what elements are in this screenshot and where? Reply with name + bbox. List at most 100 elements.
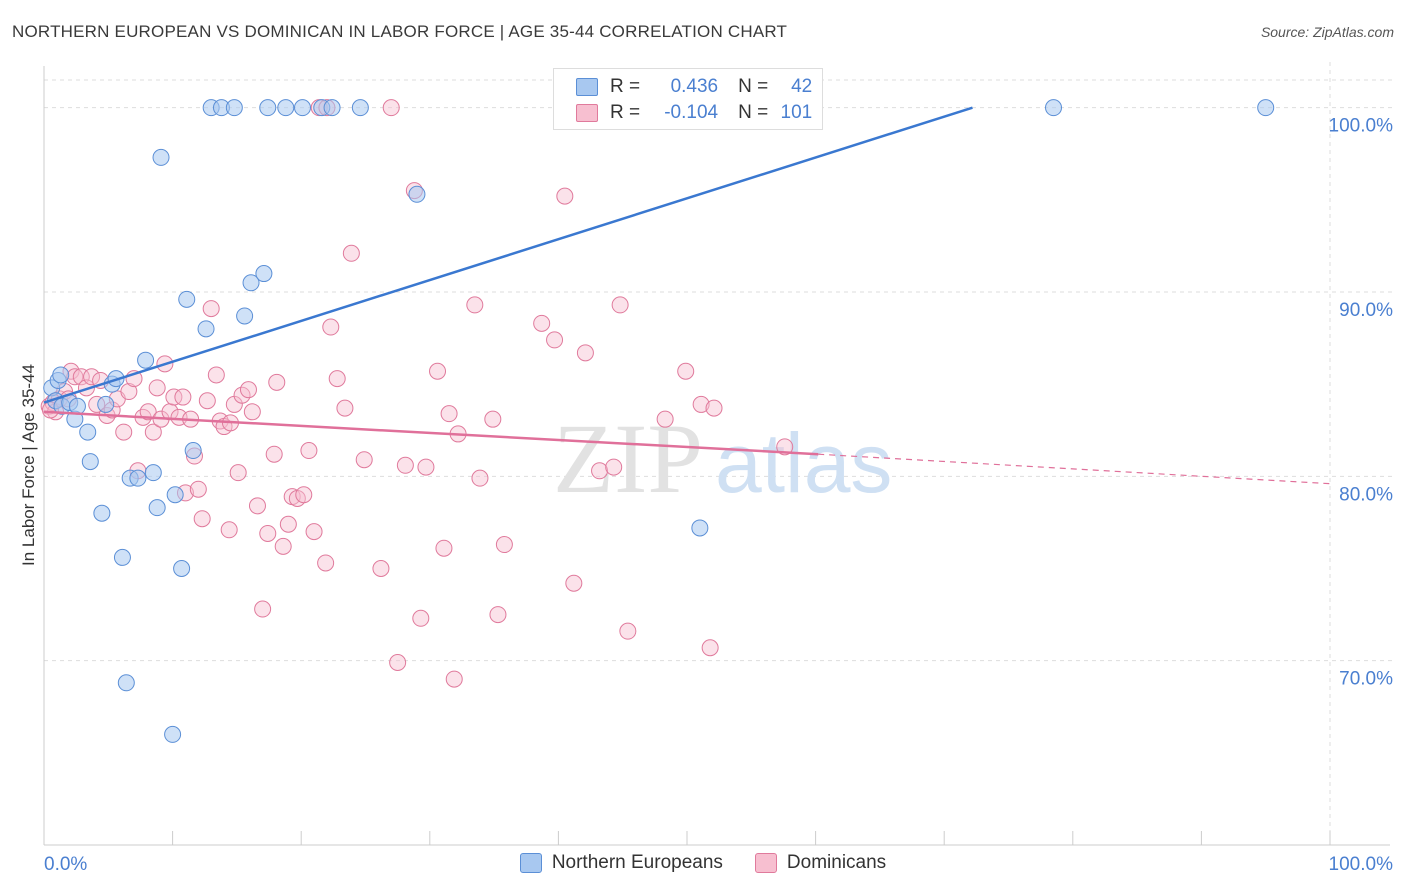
dominicans-point (619, 622, 637, 640)
dominicans-point (445, 670, 463, 688)
northern-europeans-trend-line (43, 106, 973, 404)
northern-europeans-point (691, 519, 709, 537)
series-legend-northern-europeans[interactable]: Northern Europeans (519, 852, 723, 874)
dominicans-point (576, 344, 594, 362)
dominicans-point (489, 606, 507, 624)
watermark-zip: ZIP (553, 403, 703, 514)
northern-europeans-point (81, 453, 99, 471)
dominicans-point (295, 486, 313, 504)
northern-europeans-point (166, 486, 184, 504)
dominicans-point (372, 559, 390, 577)
dominicans-point (471, 469, 489, 487)
legend-n-value: 101 (780, 102, 813, 123)
dominicans-point (692, 395, 710, 413)
northern-europeans-point (144, 464, 162, 482)
series-legend-dominicans[interactable]: Dominicans (754, 852, 887, 874)
dominicans-point (279, 515, 297, 533)
series-legend-label: Dominicans (786, 852, 887, 873)
northern-europeans-point (1045, 99, 1063, 117)
dominicans-point (417, 458, 435, 476)
northern-europeans-point (408, 185, 426, 203)
northern-europeans-point (113, 548, 131, 566)
dominicans-point (139, 403, 157, 421)
legend-swatch-pink (576, 104, 598, 122)
dominicans-point (207, 366, 225, 384)
dominicans-point (259, 524, 277, 542)
dominicans-point (120, 383, 138, 401)
dominicans-point (305, 523, 323, 541)
y-tick-label: 80.0% (1339, 484, 1393, 505)
dominicans-point (440, 405, 458, 423)
dominicans-point (239, 381, 257, 399)
northern-europeans-point (293, 99, 311, 117)
northern-europeans-point (255, 265, 273, 283)
dominicans-point (322, 318, 340, 336)
dominicans-point (611, 296, 629, 314)
dominicans-point (429, 362, 447, 380)
dominicans-point (396, 456, 414, 474)
northern-europeans-point (129, 469, 147, 487)
dominicans-point (274, 537, 292, 555)
dominicans-point (193, 510, 211, 528)
y-tick-label: 100.0% (1329, 116, 1394, 137)
dominicans-point (466, 296, 484, 314)
dominicans-point (189, 480, 207, 498)
dominicans-point (656, 410, 674, 428)
legend-n-value: 42 (791, 76, 813, 97)
northern-europeans-point (117, 674, 135, 692)
y-tick-label: 90.0% (1339, 300, 1393, 321)
dominicans-point (220, 521, 238, 539)
dominicans-point (776, 438, 794, 456)
axes (43, 66, 1390, 846)
x-tick-label-min: 0.0% (44, 854, 87, 875)
dominicans-point (317, 554, 335, 572)
northern-europeans-point (68, 397, 86, 415)
northern-europeans-point (52, 366, 70, 384)
source-label: Source: ZipAtlas.com (1260, 24, 1394, 40)
dominicans-point (355, 451, 373, 469)
dominicans-point (300, 442, 318, 460)
dominicans-point (591, 462, 609, 480)
trend-lines (43, 106, 1331, 485)
dominicans-point (198, 392, 216, 410)
dominicans-point (701, 639, 719, 657)
northern-europeans-point (152, 148, 170, 166)
northern-europeans-point (137, 351, 155, 369)
dominicans-point (342, 244, 360, 262)
dominicans-point (556, 187, 574, 205)
dominicans-point (677, 362, 695, 380)
northern-europeans-points (43, 99, 1275, 743)
dominicans-point (705, 399, 723, 417)
dominicans-trend-line-extrapolated (818, 453, 1331, 485)
northern-europeans-point (351, 99, 369, 117)
dominicans-point (435, 539, 453, 557)
dominicans-point (144, 423, 162, 441)
dominicans-point (546, 331, 564, 349)
northern-europeans-point (97, 395, 115, 413)
northern-europeans-point (178, 290, 196, 308)
northern-europeans-point (93, 504, 111, 522)
watermark: ZIP atlas (553, 403, 892, 514)
dominicans-point (412, 609, 430, 627)
legend-row-northern-europeans: R = 0.436 N = 42 (576, 75, 812, 99)
watermark-atlas: atlas (715, 416, 892, 510)
dominicans-point (165, 388, 183, 406)
dominicans-point (484, 410, 502, 428)
dominicans-point (174, 388, 192, 406)
legend-n-label: N = (738, 76, 769, 97)
dominicans-point (382, 99, 400, 117)
y-axis-title: In Labor Force | Age 35-44 (19, 364, 38, 566)
axis-labels: 70.0% 80.0% 90.0% 100.0% 0.0% 100.0% In Labor … (19, 116, 1393, 875)
dominicans-point (243, 403, 261, 421)
northern-europeans-point (242, 274, 260, 292)
legend-n-label: N = (738, 102, 769, 123)
dominicans-point (229, 464, 247, 482)
legend-r-label: R = (610, 76, 641, 97)
dominicans-point (265, 445, 283, 463)
dominicans-point (389, 654, 407, 672)
northern-europeans-point (164, 725, 182, 743)
northern-europeans-point (277, 99, 295, 117)
northern-europeans-point (148, 499, 166, 517)
legend-r-value: -0.104 (664, 102, 719, 123)
